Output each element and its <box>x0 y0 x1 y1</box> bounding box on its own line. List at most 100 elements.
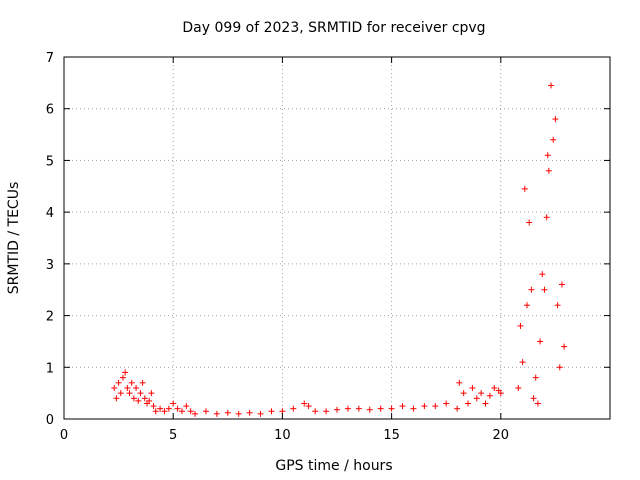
data-point <box>235 410 242 417</box>
data-point <box>460 390 467 397</box>
data-point <box>534 400 541 407</box>
data-point <box>213 410 220 417</box>
data-point <box>178 408 185 415</box>
data-point <box>290 405 297 412</box>
y-tick-label: 1 <box>46 361 54 376</box>
data-point <box>174 405 181 412</box>
data-point <box>323 408 330 415</box>
data-point <box>524 302 531 309</box>
data-point <box>561 343 568 350</box>
data-point <box>301 400 308 407</box>
data-point <box>491 384 498 391</box>
data-points <box>111 82 568 417</box>
data-point <box>170 400 177 407</box>
data-point <box>539 271 546 278</box>
data-point <box>541 286 548 293</box>
data-point <box>473 395 480 402</box>
data-point <box>421 403 428 410</box>
data-point <box>257 410 264 417</box>
data-point <box>124 384 131 391</box>
data-point <box>456 379 463 386</box>
data-point <box>111 384 118 391</box>
data-point <box>334 406 340 413</box>
data-point <box>305 403 312 410</box>
data-point <box>432 403 439 410</box>
grid <box>64 57 610 419</box>
data-point <box>530 395 537 402</box>
data-point <box>465 400 472 407</box>
data-point <box>454 405 461 412</box>
data-point <box>146 397 153 404</box>
data-point <box>515 384 522 391</box>
data-point <box>519 359 526 366</box>
data-point <box>187 408 194 415</box>
x-tick-label: 20 <box>493 428 510 443</box>
data-point <box>537 338 544 345</box>
data-point <box>366 406 373 413</box>
data-point <box>122 369 129 376</box>
data-point <box>517 322 524 329</box>
data-point <box>355 405 362 412</box>
data-point <box>192 410 199 417</box>
data-point <box>344 405 351 412</box>
data-point <box>550 136 557 143</box>
y-axis-label: SRMTID / TECUs <box>6 182 22 295</box>
data-point <box>543 214 550 221</box>
data-point <box>141 395 148 402</box>
data-point <box>526 219 533 226</box>
y-tick-label: 4 <box>46 206 54 221</box>
data-point <box>224 409 231 416</box>
x-tick-label: 10 <box>274 428 291 443</box>
data-point <box>135 397 142 404</box>
data-point <box>183 403 190 410</box>
chart-title: Day 099 of 2023, SRMTID for receiver cpv… <box>182 20 485 36</box>
y-tick-label: 0 <box>46 413 54 428</box>
data-point <box>497 390 504 397</box>
data-point <box>552 116 559 123</box>
data-point <box>268 408 275 415</box>
data-point <box>399 403 406 410</box>
data-point <box>148 390 155 397</box>
data-point <box>377 405 384 412</box>
data-point <box>554 302 561 309</box>
y-tick-label: 7 <box>46 51 54 66</box>
data-point <box>139 379 146 386</box>
data-point <box>545 167 552 174</box>
data-point <box>388 405 395 412</box>
data-point <box>150 403 157 410</box>
y-tick-label: 6 <box>46 103 54 118</box>
data-point <box>548 82 555 89</box>
data-point <box>165 405 172 412</box>
y-tick-label: 5 <box>46 154 54 169</box>
data-point <box>558 281 565 288</box>
data-point <box>486 392 493 399</box>
data-point <box>113 395 120 402</box>
plot-frame <box>63 56 611 420</box>
y-tick-label: 2 <box>46 310 54 325</box>
y-tick-label: 3 <box>46 258 54 273</box>
data-point <box>161 408 168 415</box>
data-point <box>128 379 135 386</box>
data-point <box>246 409 253 416</box>
x-tick-label: 0 <box>60 428 68 443</box>
data-point <box>157 405 164 412</box>
data-point <box>130 395 137 402</box>
data-point <box>137 390 144 397</box>
x-axis-ticks: 0 5 10 15 20 <box>60 57 509 443</box>
data-point <box>202 408 209 415</box>
x-tick-label: 5 <box>169 428 177 443</box>
x-axis-label: GPS time / hours <box>275 458 392 474</box>
data-point <box>478 390 485 397</box>
data-point <box>469 384 476 391</box>
data-point <box>532 374 539 381</box>
data-point <box>152 408 159 415</box>
data-point <box>126 390 133 397</box>
y-axis-ticks: 0 1 2 3 4 5 6 7 <box>46 51 610 428</box>
data-point <box>410 405 417 412</box>
data-point <box>119 374 126 381</box>
data-point <box>443 400 450 407</box>
data-point <box>556 364 563 371</box>
data-point <box>133 384 140 391</box>
